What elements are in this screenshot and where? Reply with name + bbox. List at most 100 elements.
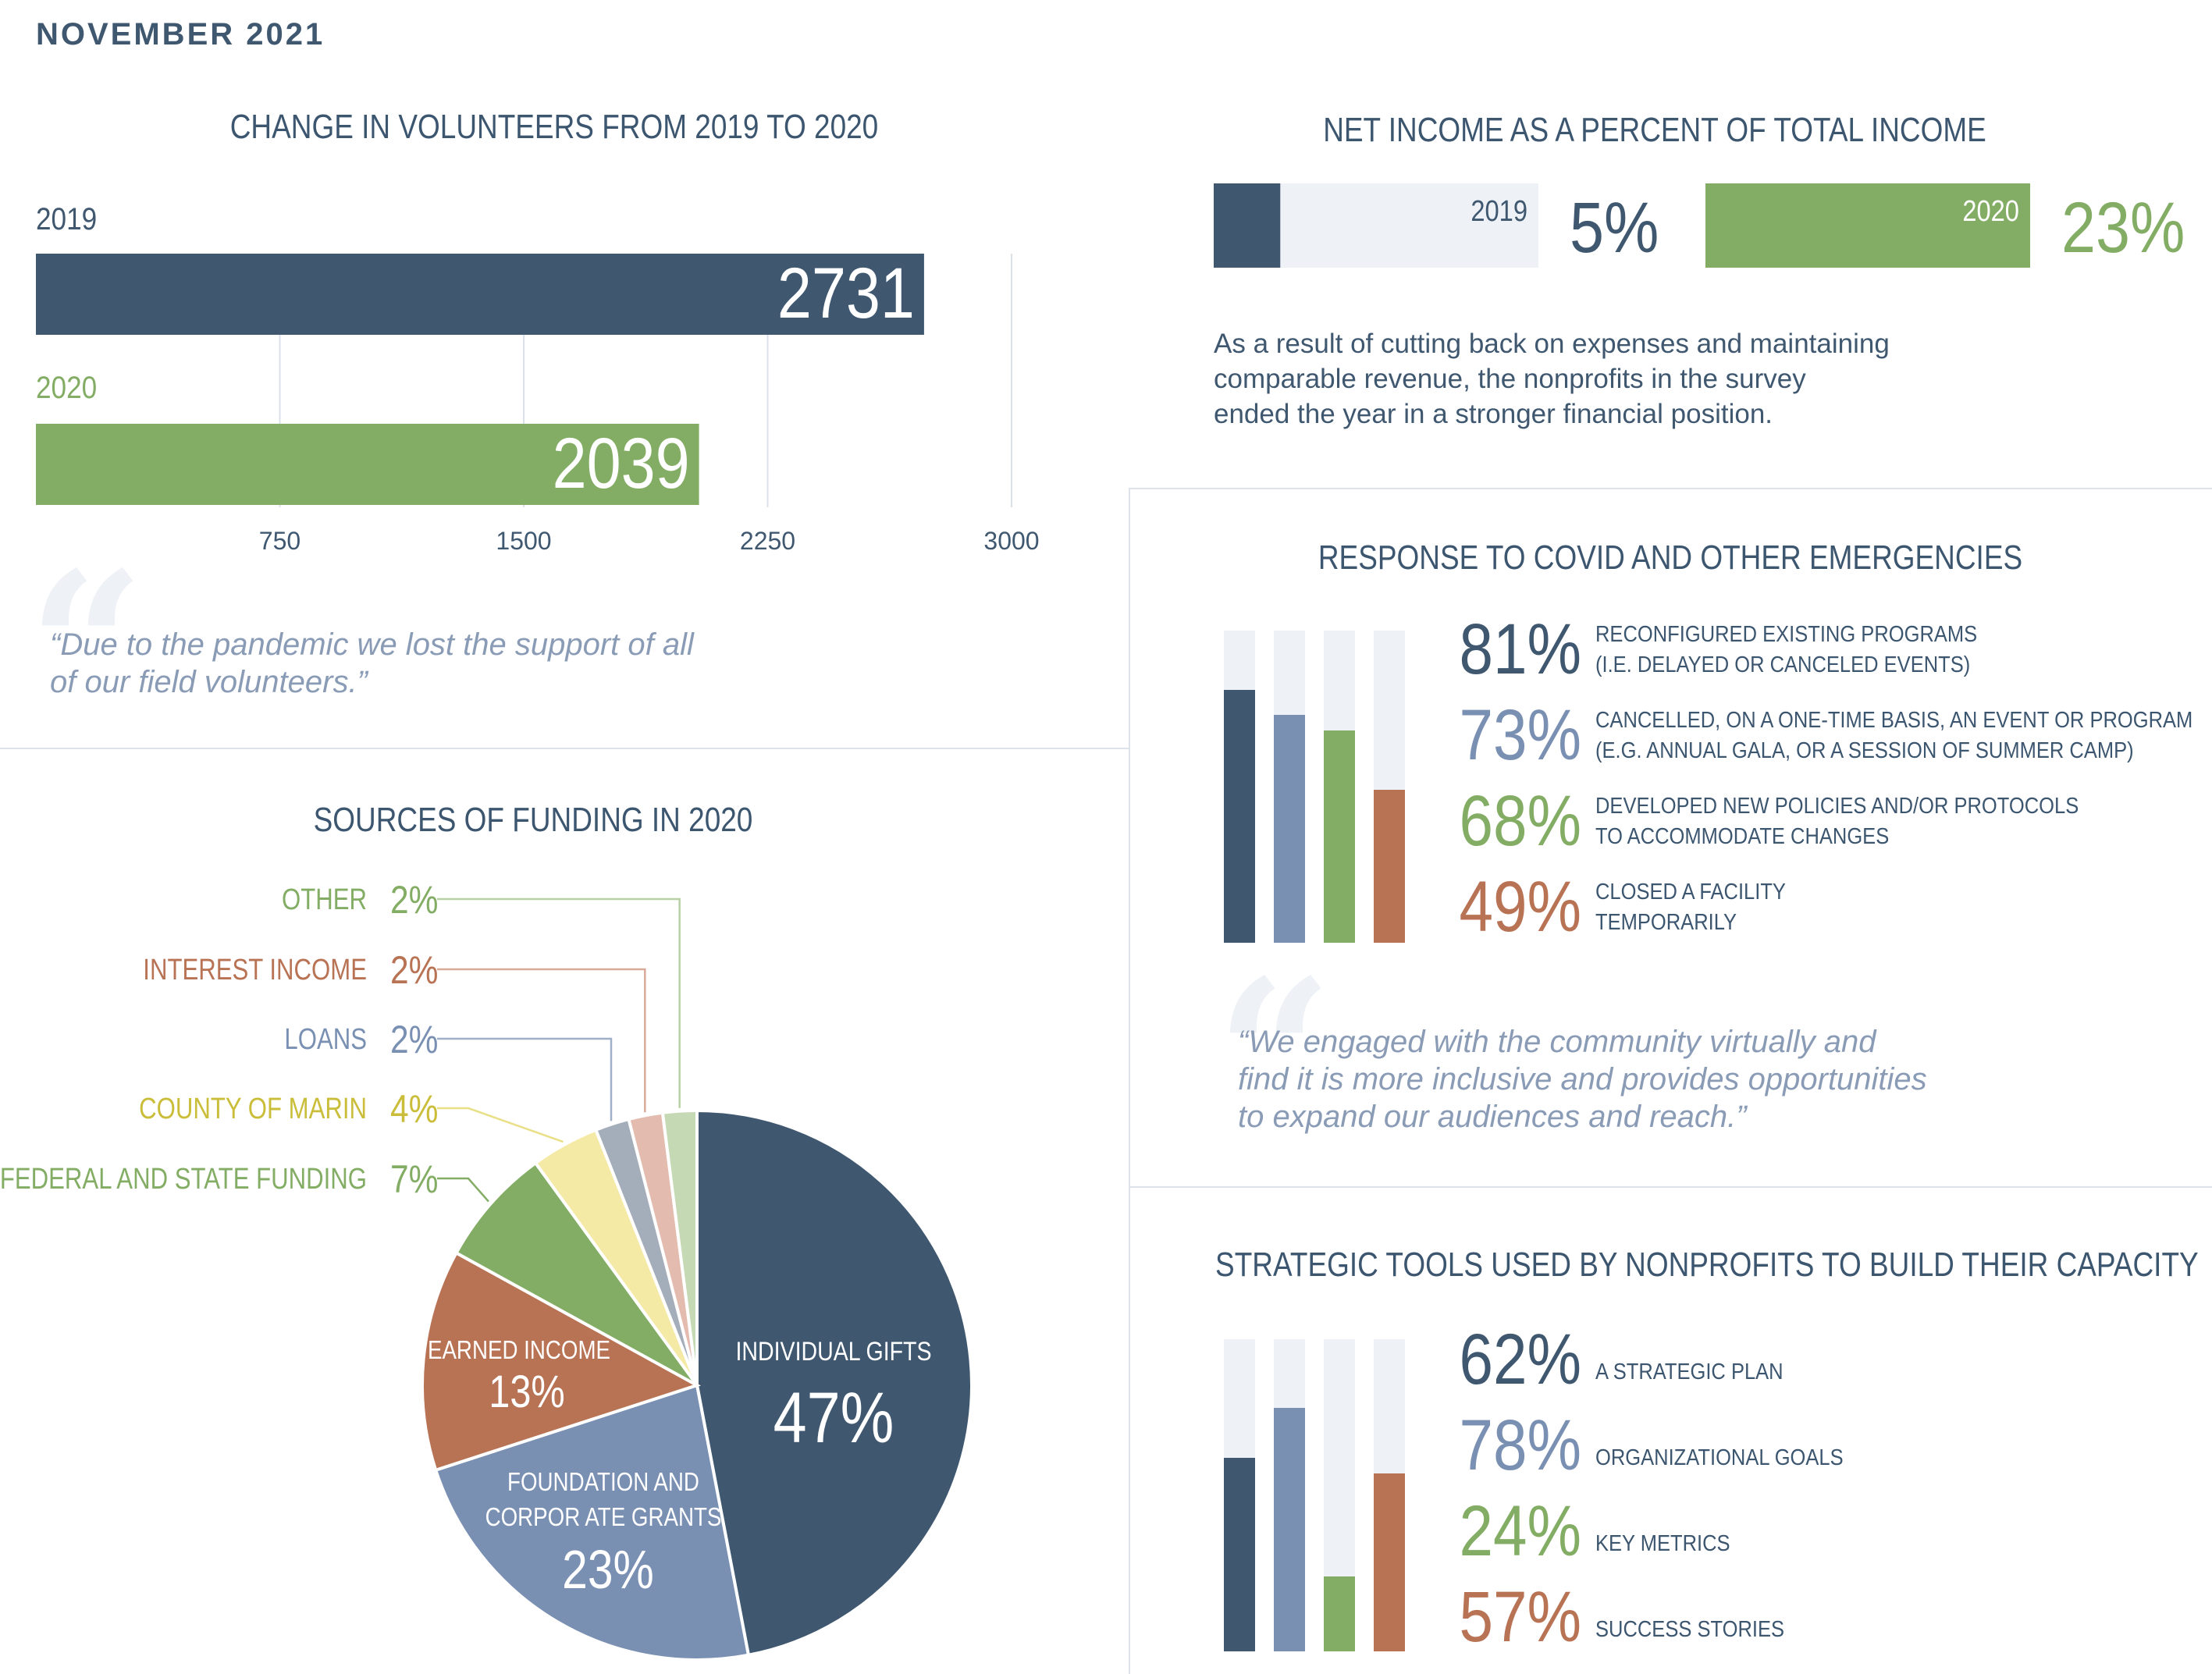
pie-slice: [660, 1108, 699, 1386]
item-description-line: DEVELOPED NEW POLICIES AND/OR PROTOCOLS: [1595, 794, 2079, 819]
covid-quote-line: find it is more inclusive and provides o…: [1238, 1062, 1927, 1096]
bar: [1374, 790, 1405, 943]
slice-label: EARNED INCOME: [428, 1336, 610, 1365]
legend-label: INTEREST INCOME: [143, 954, 367, 986]
pie-slice: [433, 1383, 751, 1662]
volunteers-chart: 750 1500 2250 3000 2019 2731 2020 2039: [36, 201, 1040, 555]
item-description-line: KEY METRICS: [1595, 1531, 1730, 1556]
item-description: CANCELLED, ON A ONE-TIME BASIS, AN EVENT…: [1595, 705, 2192, 766]
item-description-line: CLOSED A FACILITY: [1595, 880, 1786, 905]
category-label: 2020: [1962, 194, 2019, 228]
item-percent: 81%: [1459, 610, 1581, 689]
leader-line: [437, 897, 681, 1108]
leader-line: [437, 968, 646, 1113]
item-percent: 49%: [1459, 867, 1581, 947]
legend-value: 4%: [390, 1087, 438, 1131]
funding-pie-chart: INDIVIDUAL GIFTS 47% FOUNDATION AND CORPOR …: [0, 878, 973, 1662]
leader-line: [437, 1107, 564, 1143]
pie-slice: [453, 1160, 699, 1387]
x-tick-label: 1500: [496, 527, 551, 555]
legend-label: OTHER: [282, 883, 367, 916]
x-tick-label: 3000: [983, 527, 1039, 555]
category-label: 2019: [36, 201, 97, 236]
funding-title: SOURCES OF FUNDING IN 2020: [313, 801, 753, 839]
quote-mark-icon: “: [28, 528, 145, 766]
list-item: 73% CANCELLED, ON A ONE-TIME BASIS, AN EV…: [1405, 695, 2209, 776]
slice-label: INDIVIDUAL GIFTS: [735, 1337, 931, 1367]
data-label: 23%: [2061, 187, 2185, 268]
net-income-title: NET INCOME AS A PERCENT OF TOTAL INCOME: [1323, 111, 1986, 149]
bar: [1274, 715, 1305, 943]
volunteers-quote: “Due to the pandemic we lost the support…: [50, 627, 694, 699]
slice-value: 13%: [489, 1367, 564, 1417]
divider-vertical: [1129, 488, 1130, 1674]
data-label: 5%: [1570, 187, 1659, 268]
bar: [1324, 1576, 1355, 1651]
slice-label: CORPOR ATE GRANTS: [485, 1503, 722, 1532]
legend-label: COUNTY OF MARIN: [139, 1093, 367, 1125]
item-description: DEVELOPED NEW POLICIES AND/OR PROTOCOLS T…: [1595, 791, 2079, 852]
bar: [1274, 1408, 1305, 1651]
legend-label: FEDERAL AND STATE FUNDING: [0, 1163, 367, 1196]
divider-left-horizontal: [0, 748, 1129, 749]
tools-list: 62% A STRATEGIC PLAN 78% ORGANIZATIONAL GOA…: [1405, 1319, 2212, 1662]
leader-line: [437, 1037, 613, 1121]
legend-value: 2%: [390, 1018, 438, 1061]
covid-quote-line: “We engaged with the community virtually…: [1238, 1025, 1876, 1059]
item-description: SUCCESS STORIES: [1595, 1615, 1784, 1645]
item-description-line: CANCELLED, ON A ONE-TIME BASIS, AN EVENT…: [1595, 708, 2193, 733]
legend-value: 2%: [390, 948, 438, 992]
data-label: 2039: [553, 423, 690, 503]
bar: [36, 424, 699, 505]
slice-value: 23%: [562, 1538, 654, 1600]
item-description: A STRATEGIC PLAN: [1595, 1357, 1783, 1388]
covid-quote: “We engaged with the community virtually…: [1238, 1023, 1927, 1136]
item-percent: 57%: [1459, 1577, 1581, 1657]
item-percent: 62%: [1459, 1320, 1581, 1399]
bar: [1214, 183, 1281, 268]
quote-mark-icon: “: [1216, 936, 1333, 1174]
bar: [1374, 1473, 1405, 1651]
covid-list: 81% RECONFIGURED EXISTING PROGRAMS (I.E. D…: [1405, 609, 2212, 952]
item-description-line: (E.G. ANNUAL GALA, OR A SESSION OF SUMME…: [1595, 738, 2134, 763]
item-description-line: SUCCESS STORIES: [1595, 1617, 1785, 1642]
item-description-line: RECONFIGURED EXISTING PROGRAMS: [1595, 622, 1978, 647]
divider-right-top: [1129, 488, 2212, 489]
item-description-line: A STRATEGIC PLAN: [1595, 1359, 1783, 1384]
legend-value: 2%: [390, 878, 438, 922]
item-description-line: (I.E. DELAYED OR CANCELED EVENTS): [1595, 652, 1971, 677]
list-item: 78% ORGANIZATIONAL GOALS: [1405, 1405, 2209, 1486]
slice-label: FOUNDATION AND: [507, 1468, 699, 1497]
bar: [1324, 730, 1355, 943]
item-percent: 68%: [1459, 781, 1581, 861]
divider-right-middle: [1129, 1186, 2212, 1188]
report-date: NOVEMBER 2021: [36, 17, 325, 52]
list-item: 81% RECONFIGURED EXISTING PROGRAMS (I.E. D…: [1405, 609, 2209, 690]
category-label: 2019: [1471, 194, 1527, 228]
covid-quote-line: to expand our audiences and reach.”: [1238, 1100, 1747, 1134]
pie-slice: [421, 1250, 702, 1473]
item-description: RECONFIGURED EXISTING PROGRAMS (I.E. DELA…: [1595, 620, 1977, 681]
x-tick-label: 2250: [740, 527, 795, 555]
item-percent: 24%: [1459, 1491, 1581, 1571]
legend-value: 7%: [390, 1157, 438, 1201]
list-item: 68% DEVELOPED NEW POLICIES AND/OR PROTOCO…: [1405, 780, 2209, 862]
net-income-chart: 2019 5% 2020 23%: [1214, 183, 2185, 268]
category-label: 2020: [36, 370, 97, 405]
item-description-line: ORGANIZATIONAL GOALS: [1595, 1445, 1844, 1470]
bar: [1224, 1458, 1255, 1651]
item-description: ORGANIZATIONAL GOALS: [1595, 1443, 1844, 1473]
item-percent: 73%: [1459, 695, 1581, 775]
volunteers-title: CHANGE IN VOLUNTEERS FROM 2019 TO 2020: [229, 108, 879, 146]
legend-label: LOANS: [284, 1023, 367, 1056]
item-percent: 78%: [1459, 1406, 1581, 1485]
net-income-note: As a result of cutting back on expenses …: [1214, 326, 1890, 432]
net-income-note-line: ended the year in a stronger financial p…: [1214, 399, 1773, 429]
item-description: CLOSED A FACILITY TEMPORARILY: [1595, 877, 1786, 938]
covid-title: RESPONSE TO COVID AND OTHER EMERGENCIES: [1318, 538, 2023, 577]
bar: [36, 254, 924, 335]
bar: [1705, 183, 2030, 268]
list-item: 57% SUCCESS STORIES: [1405, 1576, 2209, 1658]
item-description-line: TEMPORARILY: [1595, 910, 1737, 935]
x-tick-label: 750: [259, 527, 301, 555]
